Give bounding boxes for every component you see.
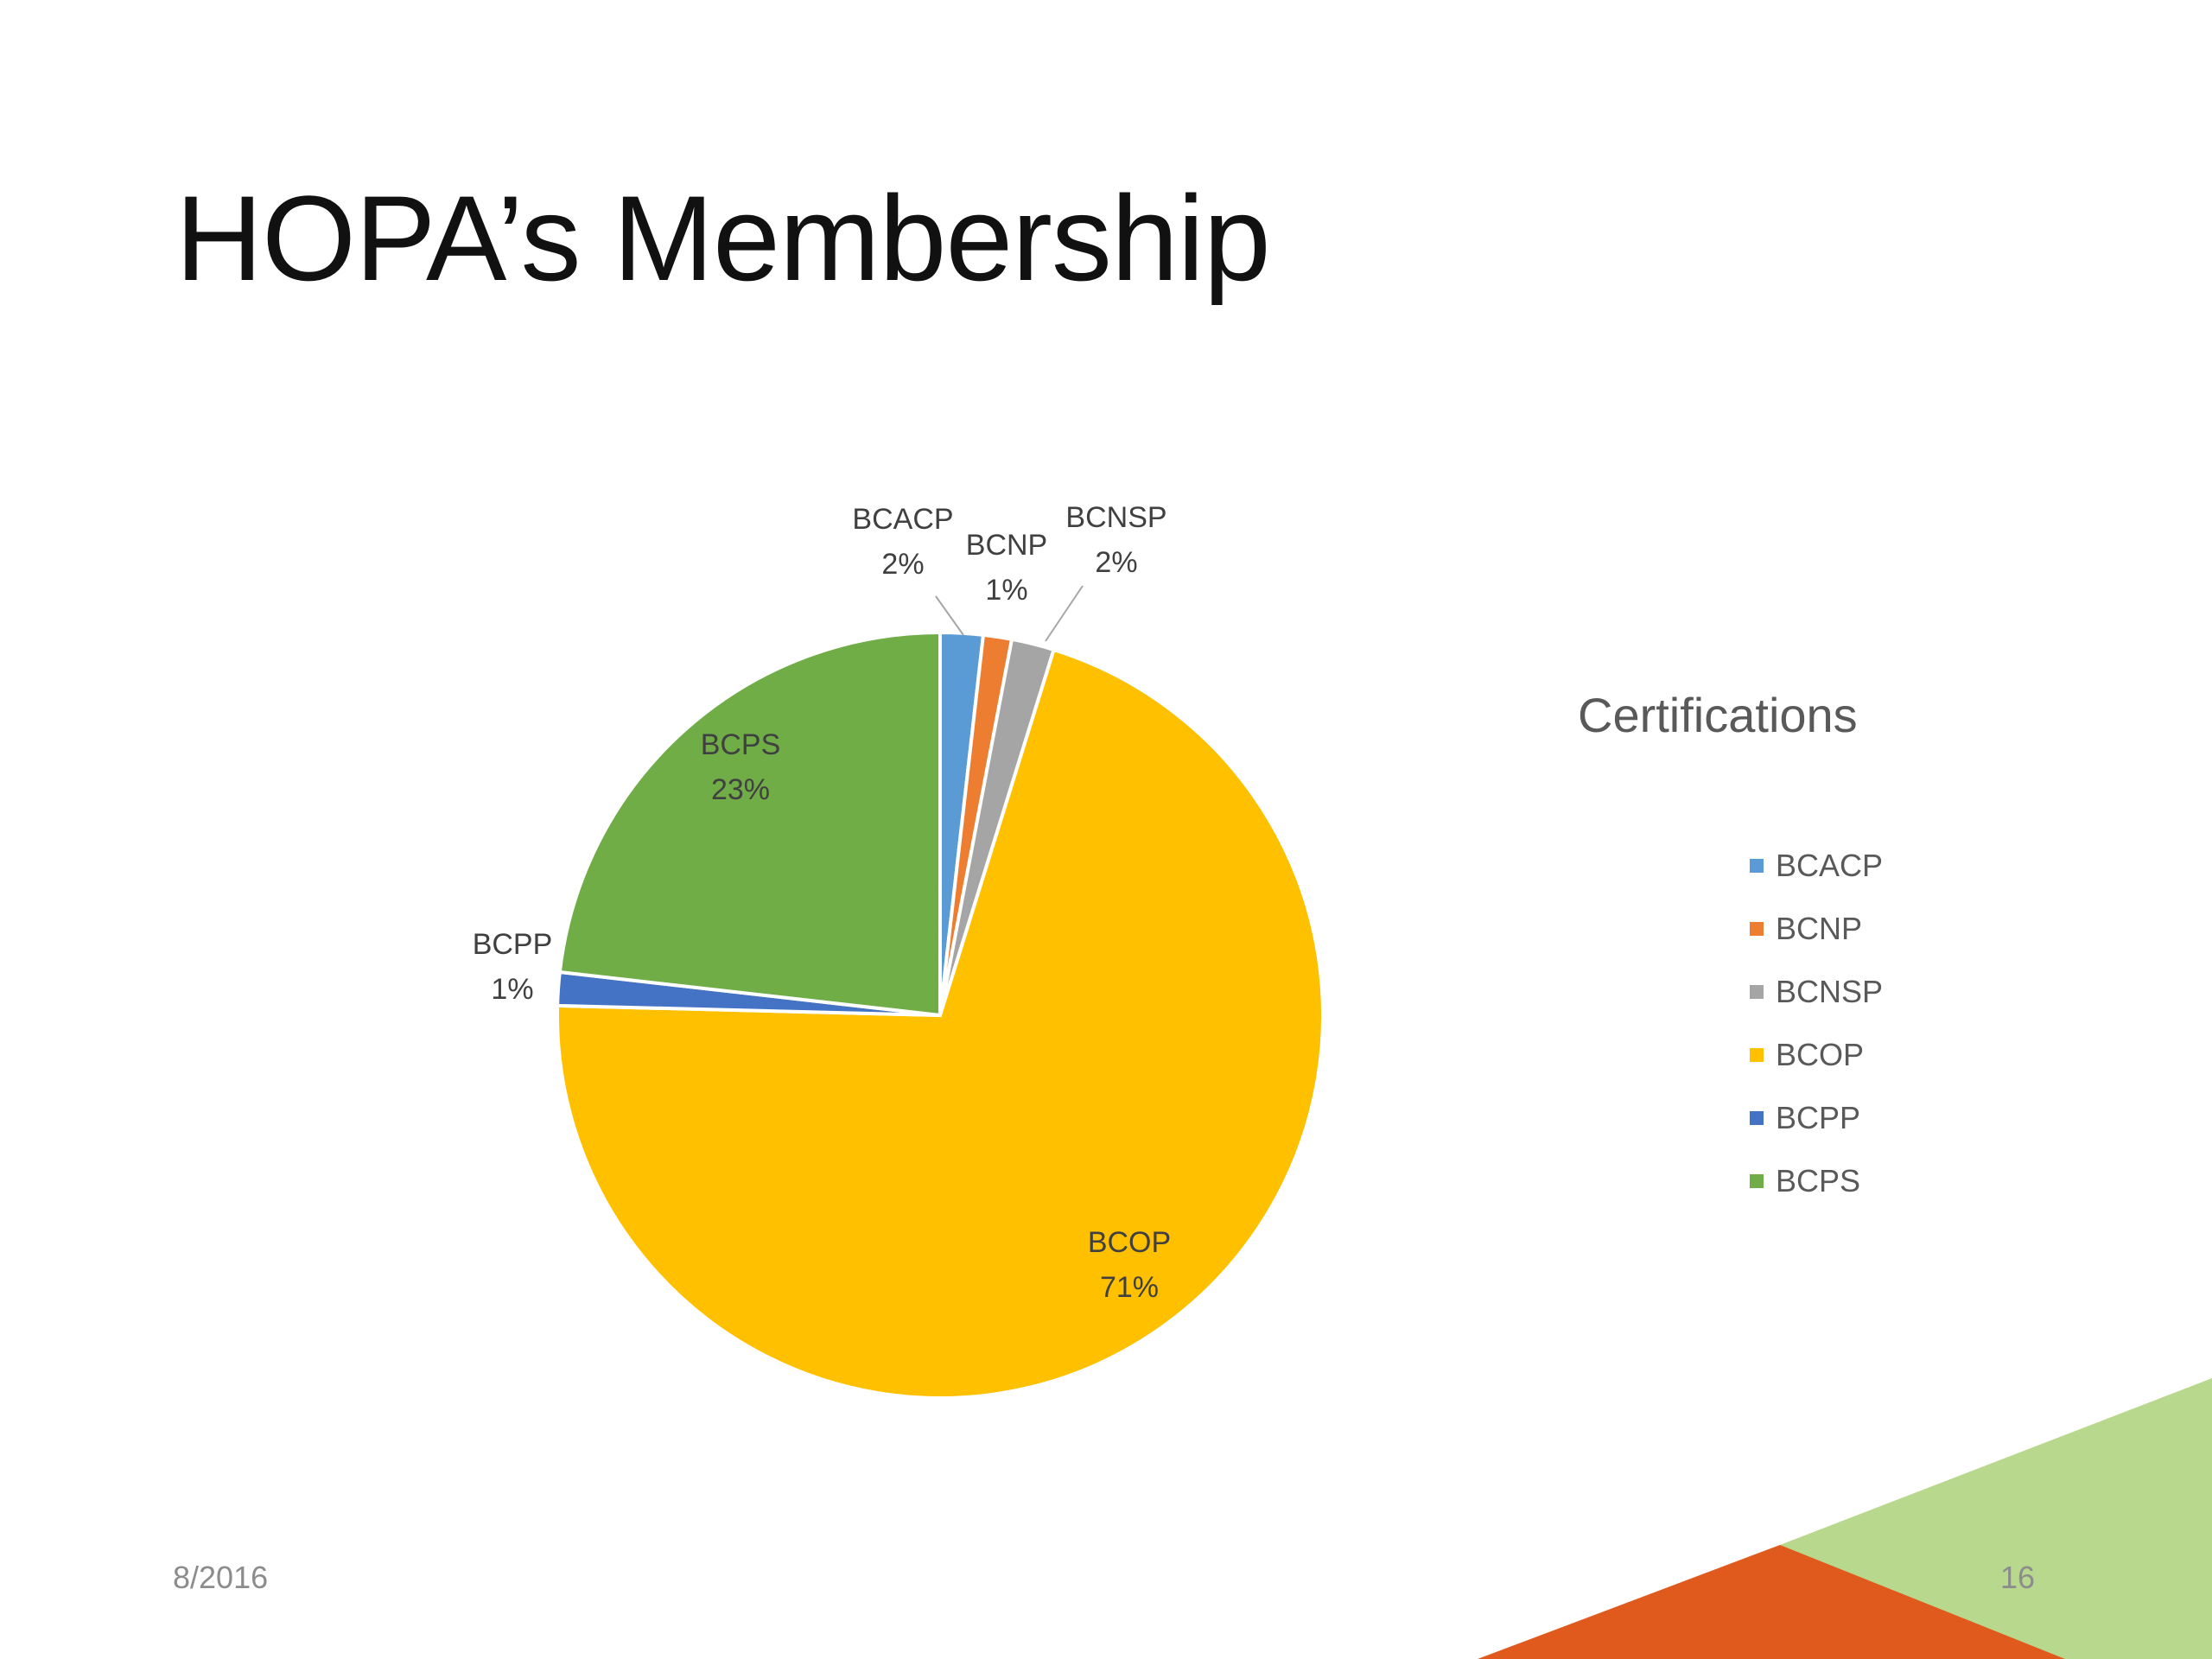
legend-title: Certifications	[1578, 688, 1858, 742]
data-label-name-bcnp: BCNP	[966, 529, 1047, 562]
chart-legend: BCACP BCNP BCNSP BCOP BCPP BCPS	[1750, 834, 1883, 1212]
legend-item-bcacp: BCACP	[1750, 834, 1883, 897]
legend-item-bcnp: BCNP	[1750, 897, 1883, 960]
data-label-percent-bcnsp: 2%	[1095, 546, 1137, 579]
legend-item-bcop: BCOP	[1750, 1023, 1883, 1086]
footer-date: 8/2016	[173, 1560, 269, 1595]
corner-decoration	[1478, 1378, 2212, 1659]
corner-orange-triangle	[1478, 1545, 2065, 1659]
pie-slice-bcop	[556, 647, 1325, 1400]
data-label-name-bcpp: BCPP	[473, 928, 553, 961]
slide-number: 16	[2000, 1560, 2036, 1595]
legend-item-bcpp: BCPP	[1750, 1086, 1883, 1149]
legend-label-bcps: BCPS	[1776, 1162, 1861, 1198]
legend-label-bcop: BCOP	[1776, 1036, 1865, 1072]
legend-swatch-bcacp	[1750, 858, 1764, 873]
data-label-percent-bcps: 23%	[711, 773, 770, 806]
data-label-name-bcop: BCOP	[1088, 1226, 1171, 1259]
slide-title: HOPA’s Membership	[175, 170, 1271, 306]
legend-item-bcnsp: BCNSP	[1750, 960, 1883, 1023]
data-label-percent-bcnp: 1%	[985, 574, 1027, 607]
legend-swatch-bcps	[1750, 1173, 1764, 1188]
data-label-name-bcacp: BCACP	[852, 503, 953, 536]
legend-swatch-bcop	[1750, 1047, 1764, 1062]
data-label-name-bcnsp: BCNSP	[1065, 501, 1166, 534]
data-label-percent-bcpp: 1%	[491, 973, 533, 1006]
data-label-name-bcps: BCPS	[701, 728, 781, 761]
leader-line-bcnsp	[1045, 585, 1084, 642]
legend-label-bcpp: BCPP	[1776, 1099, 1861, 1135]
legend-swatch-bcpp	[1750, 1110, 1764, 1125]
pie-slice-bcps	[557, 630, 942, 1018]
legend-label-bcnp: BCNP	[1776, 910, 1863, 946]
legend-item-bcps: BCPS	[1750, 1149, 1883, 1212]
data-label-percent-bcacp: 2%	[881, 548, 924, 581]
leader-line-bcacp	[935, 595, 964, 636]
legend-swatch-bcnp	[1750, 921, 1764, 936]
data-label-percent-bcop: 71%	[1100, 1271, 1159, 1304]
legend-label-bcnsp: BCNSP	[1776, 973, 1884, 1009]
legend-swatch-bcnsp	[1750, 984, 1764, 999]
legend-label-bcacp: BCACP	[1776, 847, 1884, 883]
